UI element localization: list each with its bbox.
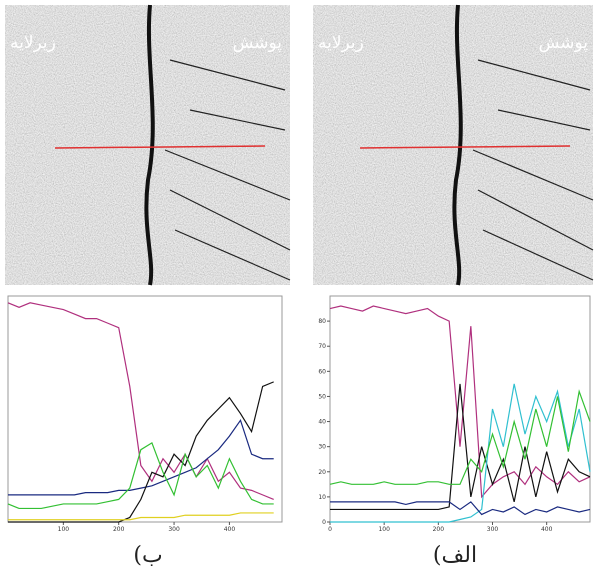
y-tick-label: 30 — [318, 444, 326, 451]
x-tick-label: 0 — [328, 526, 332, 533]
y-tick-label: 60 — [318, 368, 326, 375]
y-tick-label: 20 — [318, 469, 326, 476]
x-tick-label: 100 — [58, 526, 70, 533]
micrograph: زیرلایه پوشش — [313, 4, 594, 286]
series-line — [8, 418, 274, 496]
x-tick-label: 300 — [487, 526, 499, 533]
series-line — [329, 389, 591, 485]
y-tick-label: 40 — [318, 419, 326, 426]
x-tick-label: 400 — [541, 526, 553, 533]
series-line — [7, 442, 274, 510]
x-tick-label: 300 — [168, 526, 180, 533]
y-tick-label: 50 — [318, 393, 326, 400]
chart-frame — [329, 295, 591, 523]
x-tick-label: 200 — [433, 526, 445, 533]
micrograph: زیرلایه پوشش — [5, 4, 291, 286]
series-line — [8, 512, 274, 521]
coating-label: پوشش — [539, 33, 589, 53]
series-line — [8, 381, 274, 523]
coating-label: پوشش — [233, 33, 283, 53]
series-line — [330, 383, 591, 511]
substrate-label: زیرلایه — [10, 33, 56, 53]
series-line — [330, 383, 591, 523]
chart-frame — [7, 295, 283, 523]
x-tick-label: 100 — [378, 526, 390, 533]
substrate-label: زیرلایه — [318, 33, 364, 53]
series-line — [329, 305, 591, 499]
y-tick-label: 70 — [318, 343, 326, 350]
y-tick-label: 0 — [322, 519, 326, 526]
x-tick-label: 400 — [224, 526, 236, 533]
x-tick-label: 200 — [113, 526, 125, 533]
series-line — [7, 302, 274, 500]
series-line — [330, 501, 591, 516]
y-tick-label: 80 — [318, 318, 326, 325]
caption: (ب — [133, 543, 162, 568]
y-tick-label: 10 — [318, 494, 326, 501]
caption: (الف — [433, 543, 477, 568]
